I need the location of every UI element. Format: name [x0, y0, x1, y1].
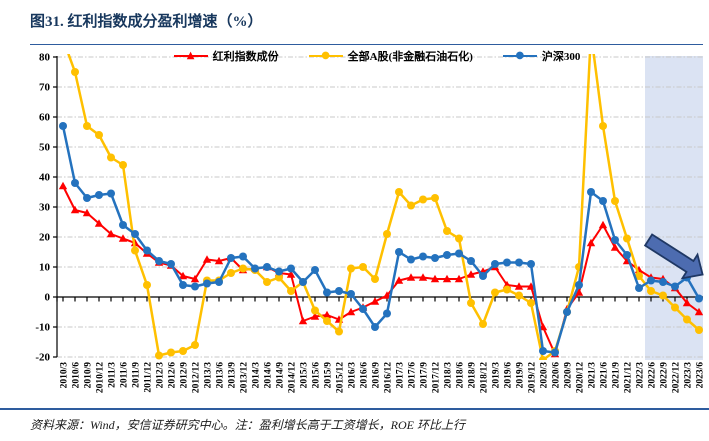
svg-text:2020/6: 2020/6: [552, 362, 562, 389]
svg-text:2023/3: 2023/3: [684, 362, 694, 389]
svg-text:2017/9: 2017/9: [420, 362, 430, 389]
svg-text:2011/6: 2011/6: [120, 362, 130, 388]
svg-text:2018/3: 2018/3: [444, 362, 454, 389]
svg-text:2020/12: 2020/12: [576, 362, 586, 393]
svg-text:2015/9: 2015/9: [324, 362, 334, 389]
highlight-region: [645, 56, 703, 360]
svg-text:2018/6: 2018/6: [456, 362, 466, 389]
legend-label: 红利指数成份: [212, 51, 279, 63]
svg-text:2012/6: 2012/6: [168, 362, 178, 389]
svg-text:2020/9: 2020/9: [564, 362, 574, 389]
legend-item-csi300: ● 沪深300: [502, 48, 581, 64]
svg-text:2023/6: 2023/6: [696, 362, 706, 389]
svg-text:2011/3: 2011/3: [108, 362, 118, 388]
series-全部A股(非金融石油石化): [67, 54, 703, 360]
trend-arrow-annotation: [643, 233, 704, 280]
svg-text:80: 80: [39, 52, 51, 64]
svg-text:2022/9: 2022/9: [660, 362, 670, 389]
series-沪深300: [59, 122, 703, 357]
svg-text:2019/3: 2019/3: [492, 362, 502, 389]
svg-text:-20: -20: [35, 352, 50, 364]
svg-text:-10: -10: [35, 322, 50, 334]
svg-text:2017/3: 2017/3: [396, 362, 406, 389]
svg-text:2010/12: 2010/12: [96, 362, 106, 393]
svg-text:2012/9: 2012/9: [180, 362, 190, 389]
svg-text:2017/12: 2017/12: [432, 362, 442, 393]
x-axis-labels: 2010/3 2010/6 2010/9 2010/12 2011/3 2011/6 201…: [60, 362, 706, 393]
svg-text:2020/3: 2020/3: [540, 362, 550, 389]
legend-swatch-yellow-circle: ●: [308, 50, 343, 60]
svg-text:2013/6: 2013/6: [216, 362, 226, 389]
svg-text:40: 40: [39, 172, 51, 184]
svg-text:20: 20: [39, 232, 51, 244]
svg-text:2021/6: 2021/6: [600, 362, 610, 389]
svg-text:0: 0: [45, 292, 51, 304]
legend-swatch-red-triangle: ▲: [173, 50, 208, 60]
svg-text:2019/6: 2019/6: [504, 362, 514, 389]
svg-text:2022/12: 2022/12: [672, 362, 682, 393]
svg-text:2013/9: 2013/9: [228, 362, 238, 389]
chart-area: -20 -10 0 10 20 30 40 50 60 70 80 2010/3 2010/6 2010/…: [35, 48, 706, 394]
svg-text:2010/3: 2010/3: [60, 362, 70, 389]
svg-text:2017/6: 2017/6: [408, 362, 418, 389]
svg-text:2016/6: 2016/6: [360, 362, 370, 389]
legend-swatch-blue-circle: ●: [502, 50, 537, 60]
svg-text:2015/3: 2015/3: [300, 362, 310, 389]
svg-text:2014/12: 2014/12: [288, 362, 298, 393]
svg-text:2019/12: 2019/12: [528, 362, 538, 393]
axes: [53, 56, 703, 358]
svg-text:2022/3: 2022/3: [636, 362, 646, 389]
svg-text:2012/12: 2012/12: [192, 362, 202, 393]
svg-text:2021/9: 2021/9: [612, 362, 622, 389]
svg-text:2013/3: 2013/3: [204, 362, 214, 389]
svg-text:2012/3: 2012/3: [156, 362, 166, 389]
svg-text:2014/9: 2014/9: [276, 362, 286, 389]
gridlines: [57, 56, 703, 358]
svg-text:30: 30: [39, 202, 51, 214]
figure-title: 图31. 红利指数成分盈利增速（%）: [30, 14, 263, 30]
svg-text:2010/6: 2010/6: [72, 362, 82, 389]
svg-text:2015/12: 2015/12: [336, 362, 346, 393]
svg-text:10: 10: [39, 262, 51, 274]
svg-text:70: 70: [39, 82, 51, 94]
svg-text:2013/12: 2013/12: [240, 362, 250, 393]
legend-item-dividend-index: ▲ 红利指数成份: [173, 48, 279, 64]
svg-text:2016/12: 2016/12: [384, 362, 394, 393]
svg-text:2010/9: 2010/9: [84, 362, 94, 389]
svg-text:2016/3: 2016/3: [348, 362, 358, 389]
svg-text:2019/9: 2019/9: [516, 362, 526, 389]
svg-text:2011/9: 2011/9: [132, 362, 142, 388]
svg-text:2022/6: 2022/6: [648, 362, 658, 389]
svg-text:2018/12: 2018/12: [480, 362, 490, 393]
chart-legend: ▲ 红利指数成份 ● 全部A股(非金融石油石化) ● 沪深300: [57, 48, 697, 64]
svg-text:2015/6: 2015/6: [312, 362, 322, 389]
y-axis-labels: -20 -10 0 10 20 30 40 50 60 70 80: [35, 52, 50, 364]
svg-text:2018/9: 2018/9: [468, 362, 478, 389]
svg-text:2014/6: 2014/6: [264, 362, 274, 389]
svg-text:2011/12: 2011/12: [144, 362, 154, 393]
svg-text:50: 50: [39, 142, 51, 154]
svg-text:2021/12: 2021/12: [624, 362, 634, 393]
svg-text:2016/9: 2016/9: [372, 362, 382, 389]
svg-text:2021/3: 2021/3: [588, 362, 598, 389]
legend-label: 沪深300: [541, 51, 581, 63]
svg-text:2014/3: 2014/3: [252, 362, 262, 389]
legend-label: 全部A股(非金融石油石化): [347, 51, 473, 63]
title-divider: [30, 44, 703, 45]
source-note: 资料来源：Wind，安信证券研究中心。注：盈利增长高于工资增长，ROE 环比上行: [30, 418, 465, 432]
svg-text:60: 60: [39, 112, 51, 124]
footer-divider: [0, 408, 709, 410]
legend-item-all-a-shares: ● 全部A股(非金融石油石化): [308, 48, 473, 64]
